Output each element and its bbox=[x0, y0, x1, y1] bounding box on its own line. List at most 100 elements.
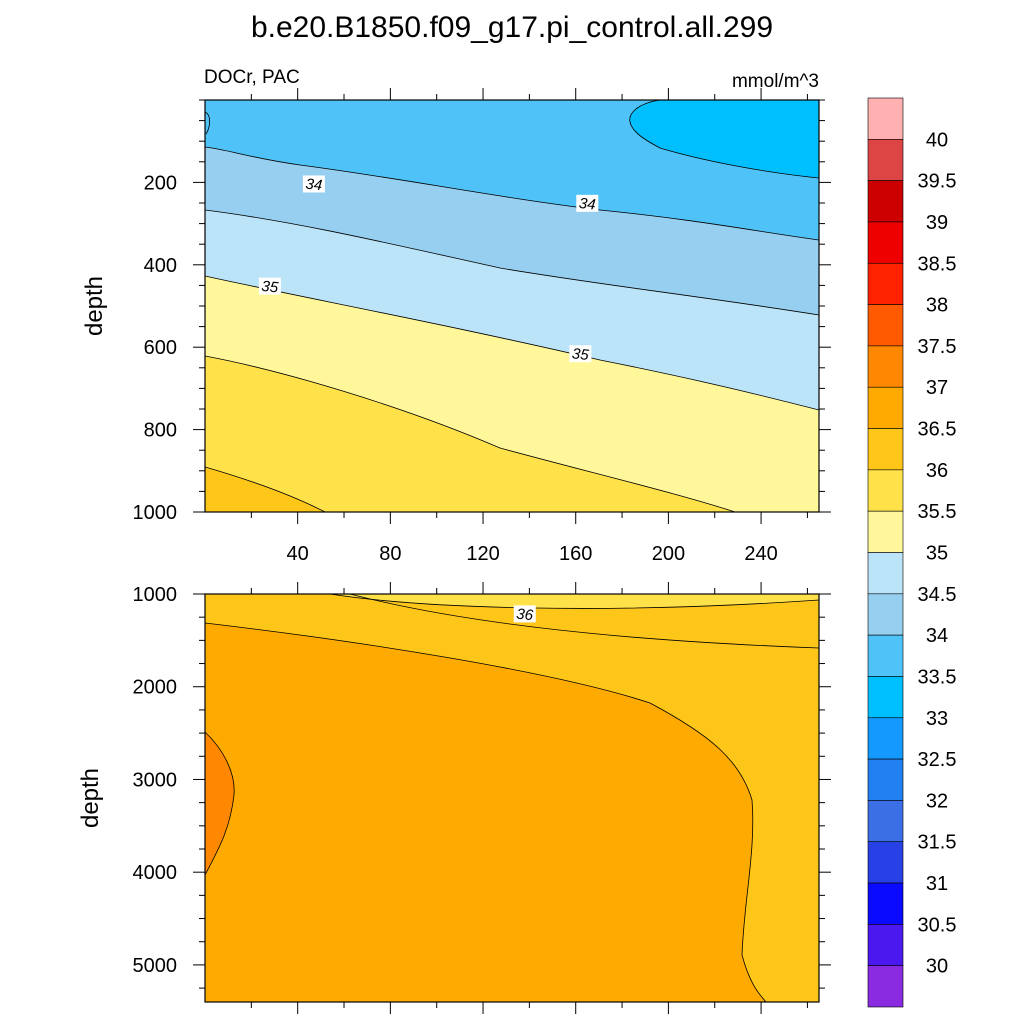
contour-line bbox=[205, 209, 819, 316]
contour-label-text: 34 bbox=[578, 195, 596, 214]
colorbar-label: 32.5 bbox=[918, 749, 957, 771]
contour-label: 35 bbox=[258, 277, 281, 297]
contour-line bbox=[629, 100, 819, 179]
colorbar-label: 40 bbox=[926, 129, 948, 151]
colorbar-label: 38.5 bbox=[918, 253, 957, 275]
colorbar-box bbox=[867, 139, 904, 181]
colorbar-label: 36.5 bbox=[918, 419, 957, 441]
colorbar-box bbox=[867, 676, 904, 719]
fill-35.5-to-36 bbox=[205, 467, 325, 512]
colorbar-box bbox=[867, 882, 904, 925]
colorbar-box bbox=[867, 965, 904, 1008]
contour-label-text: 36 bbox=[516, 606, 535, 625]
contour-label-box bbox=[258, 277, 281, 295]
colorbar-label: 38 bbox=[926, 295, 948, 317]
contour-label: 35 bbox=[569, 345, 592, 364]
variable-label: DOCr, PAC bbox=[204, 67, 300, 88]
fill-35.5-to-36 bbox=[330, 594, 819, 609]
y-tick-label: 1000 bbox=[133, 584, 178, 606]
x-tick-label: 200 bbox=[652, 543, 685, 565]
contour-label-text: 34 bbox=[305, 176, 323, 195]
chart-title: b.e20.B1850.f09_g17.pi_control.all.299 bbox=[251, 11, 773, 44]
lower-contour-fills bbox=[205, 594, 819, 1002]
y-tick-label: 2000 bbox=[133, 677, 178, 699]
colorbar-box bbox=[867, 924, 904, 966]
fill-below-33-upper-right bbox=[629, 100, 819, 178]
colorbar-box bbox=[867, 593, 904, 636]
upper-contour-lines bbox=[205, 100, 819, 512]
upper-x-axis: 40 80 120 160 200 240 bbox=[250, 88, 808, 565]
contour-label-box bbox=[302, 175, 325, 193]
colorbar-label: 36 bbox=[926, 460, 948, 482]
colorbar-box bbox=[867, 552, 904, 595]
colorbar-box bbox=[867, 386, 904, 429]
fill-36.5-to-37 bbox=[205, 623, 766, 1002]
fill-35-to-35.5 bbox=[205, 356, 735, 512]
colorbar-box bbox=[867, 800, 904, 843]
colorbar-label: 39.5 bbox=[918, 171, 957, 193]
colorbar-label: 33.5 bbox=[918, 666, 957, 688]
lower-panel: 36 1000 2000 3000 4000 5000 depth bbox=[77, 582, 831, 1014]
contour-line bbox=[205, 146, 819, 241]
upper-y-axis: 200 400 600 800 1000 bbox=[133, 99, 831, 524]
colorbar-label: 34 bbox=[926, 625, 948, 647]
colorbar-label: 35 bbox=[926, 543, 948, 565]
colorbar-box bbox=[867, 180, 904, 223]
colorbar-label: 31 bbox=[926, 873, 948, 895]
lower-plot-frame bbox=[204, 593, 820, 1003]
lower-contour-labels: 36 bbox=[513, 605, 536, 625]
contour-label-text: 35 bbox=[571, 345, 590, 364]
contour-label: 34 bbox=[576, 194, 599, 214]
contour-line bbox=[205, 622, 767, 1002]
colorbar-box bbox=[867, 841, 904, 884]
contour-line bbox=[205, 355, 736, 512]
colorbar-label: 33 bbox=[926, 708, 948, 730]
colorbar-box bbox=[867, 304, 904, 347]
y-tick-label: 200 bbox=[144, 172, 177, 194]
colorbar-box bbox=[867, 758, 904, 801]
colorbar-label: 39 bbox=[926, 212, 948, 234]
contour-label-box bbox=[513, 605, 536, 623]
upper-contour-fills bbox=[205, 100, 819, 512]
contour-line bbox=[349, 594, 819, 649]
colorbar-box bbox=[867, 221, 904, 264]
colorbar-label: 34.5 bbox=[918, 584, 957, 606]
units-label: mmol/m^3 bbox=[732, 71, 819, 92]
y-tick-label: 3000 bbox=[133, 769, 178, 791]
contour-label-box bbox=[569, 345, 592, 363]
x-tick-label: 40 bbox=[287, 543, 309, 565]
colorbar-label: 32 bbox=[926, 790, 948, 812]
x-tick-label: 240 bbox=[744, 543, 777, 565]
contour-line bbox=[205, 731, 235, 876]
colorbar-box bbox=[867, 510, 904, 553]
contour-line bbox=[205, 466, 326, 512]
contour-label-box bbox=[576, 194, 599, 212]
colorbar-label: 37 bbox=[926, 377, 948, 399]
colorbar-box bbox=[867, 97, 904, 140]
lower-y-axis: 1000 2000 3000 4000 5000 bbox=[133, 584, 831, 989]
y-tick-label: 400 bbox=[144, 255, 177, 277]
contour-label: 36 bbox=[513, 605, 536, 625]
colorbar-box bbox=[867, 428, 904, 471]
fill-37-to-37.5 bbox=[205, 732, 235, 875]
colorbar-box bbox=[867, 717, 904, 760]
y-tick-label: 4000 bbox=[133, 862, 178, 884]
upper-contour-labels: 34 34 35 35 bbox=[258, 175, 599, 364]
colorbar-label: 31.5 bbox=[918, 832, 957, 854]
colorbar-label: 35.5 bbox=[918, 501, 957, 523]
y-tick-label: 1000 bbox=[133, 502, 178, 524]
contour-label: 34 bbox=[302, 175, 325, 195]
x-tick-label: 160 bbox=[559, 543, 592, 565]
lower-y-axis-title: depth bbox=[77, 768, 104, 828]
colorbar-label: 37.5 bbox=[918, 336, 957, 358]
x-tick-label: 80 bbox=[379, 543, 401, 565]
y-tick-label: 5000 bbox=[133, 955, 178, 977]
lower-x-axis bbox=[250, 582, 808, 1014]
x-tick-label: 120 bbox=[466, 543, 499, 565]
colorbar-label: 30.5 bbox=[918, 914, 957, 936]
contour-label-text: 35 bbox=[261, 278, 280, 297]
y-tick-label: 600 bbox=[144, 337, 177, 359]
colorbar-box bbox=[867, 345, 904, 388]
